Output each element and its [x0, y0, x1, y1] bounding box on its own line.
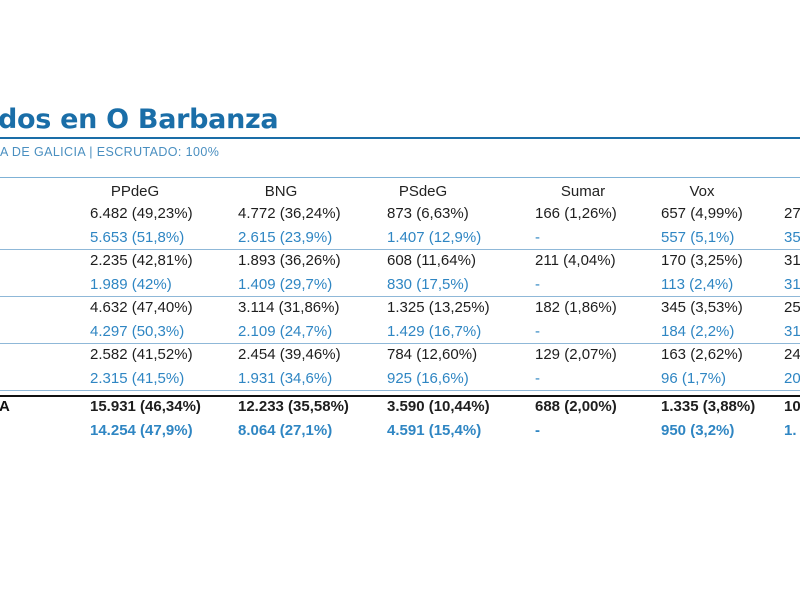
previous-result-cell: 4.591 (15,4%) — [387, 422, 482, 439]
previous-result-cell: 1.931 (34,6%) — [238, 370, 333, 387]
previous-result-cell: 8.064 (27,1%) — [238, 422, 333, 439]
previous-result-cell: 31 — [784, 276, 800, 293]
previous-result-cell: 830 (17,5%) — [387, 276, 469, 293]
current-result-cell: 657 (4,99%) — [661, 205, 743, 222]
row-divider — [0, 343, 800, 344]
current-result-cell: 688 (2,00%) — [535, 398, 617, 415]
current-result-cell: 129 (2,07%) — [535, 346, 617, 363]
previous-result-cell: 96 (1,7%) — [661, 370, 727, 387]
current-result-cell: 1.335 (3,88%) — [661, 398, 756, 415]
current-result-cell: 608 (11,64%) — [387, 252, 476, 269]
current-result-cell: 170 (3,25%) — [661, 252, 743, 269]
previous-result-cell: - — [535, 229, 540, 246]
previous-result-cell: 4.297 (50,3%) — [90, 323, 185, 340]
previous-result-cell: 1.989 (42%) — [90, 276, 172, 293]
column-header: PSdeG — [398, 183, 448, 200]
current-result-cell: 2.582 (41,52%) — [90, 346, 193, 363]
current-result-cell: 166 (1,26%) — [535, 205, 617, 222]
previous-result-cell: 31 — [784, 323, 800, 340]
column-header: BNG — [264, 183, 298, 200]
previous-result-cell: - — [535, 370, 540, 387]
current-result-cell: 12.233 (35,58%) — [238, 398, 349, 415]
previous-result-cell: - — [535, 323, 540, 340]
title-rule — [0, 137, 800, 139]
current-result-cell: 211 (4,04%) — [535, 252, 616, 269]
previous-result-cell: 1.429 (16,7%) — [387, 323, 482, 340]
current-result-cell: 2.235 (42,81%) — [90, 252, 193, 269]
row-divider — [0, 249, 800, 250]
current-result-cell: 784 (12,60%) — [387, 346, 478, 363]
current-result-cell: 15.931 (46,34%) — [90, 398, 201, 415]
row-divider — [0, 296, 800, 297]
current-result-cell: 24 — [784, 346, 800, 363]
previous-result-cell: - — [535, 422, 540, 439]
previous-result-cell: 14.254 (47,9%) — [90, 422, 193, 439]
current-result-cell: 10 — [784, 398, 800, 415]
current-result-cell: 31 — [784, 252, 800, 269]
previous-result-cell: 1.409 (29,7%) — [238, 276, 333, 293]
previous-result-cell: 950 (3,2%) — [661, 422, 735, 439]
previous-result-cell: 35 — [784, 229, 800, 246]
current-result-cell: 3.114 (31,86%) — [238, 299, 340, 316]
current-result-cell: 4.632 (47,40%) — [90, 299, 193, 316]
previous-result-cell: - — [535, 276, 540, 293]
previous-result-cell: 184 (2,2%) — [661, 323, 735, 340]
previous-result-cell: 20 — [784, 370, 800, 387]
total-row-label: A — [0, 398, 10, 415]
current-result-cell: 163 (2,62%) — [661, 346, 743, 363]
current-result-cell: 345 (3,53%) — [661, 299, 743, 316]
previous-result-cell: 5.653 (51,8%) — [90, 229, 185, 246]
current-result-cell: 873 (6,63%) — [387, 205, 469, 222]
column-header: Vox — [689, 183, 715, 200]
page-title: dos en O Barbanza — [0, 104, 279, 135]
previous-result-cell: 1.407 (12,9%) — [387, 229, 482, 246]
current-result-cell: 1.893 (36,26%) — [238, 252, 341, 269]
previous-result-cell: 557 (5,1%) — [661, 229, 735, 246]
current-result-cell: 25 — [784, 299, 800, 316]
previous-result-cell: 2.109 (24,7%) — [238, 323, 333, 340]
header-rule — [0, 177, 800, 178]
current-result-cell: 4.772 (36,24%) — [238, 205, 341, 222]
column-header: PPdeG — [110, 183, 160, 200]
previous-result-cell: 2.315 (41,5%) — [90, 370, 185, 387]
current-result-cell: 2.454 (39,46%) — [238, 346, 341, 363]
subtitle: A DE GALICIA | ESCRUTADO: 100% — [0, 145, 220, 159]
column-header: Sumar — [560, 183, 606, 200]
current-result-cell: 3.590 (10,44%) — [387, 398, 490, 415]
previous-result-cell: 925 (16,6%) — [387, 370, 469, 387]
total-divider — [0, 395, 800, 397]
row-divider — [0, 390, 800, 391]
previous-result-cell: 1. — [784, 422, 797, 439]
current-result-cell: 182 (1,86%) — [535, 299, 617, 316]
current-result-cell: 1.325 (13,25%) — [387, 299, 490, 316]
previous-result-cell: 2.615 (23,9%) — [238, 229, 333, 246]
current-result-cell: 6.482 (49,23%) — [90, 205, 193, 222]
previous-result-cell: 113 (2,4%) — [661, 276, 734, 293]
current-result-cell: 27 — [784, 205, 800, 222]
